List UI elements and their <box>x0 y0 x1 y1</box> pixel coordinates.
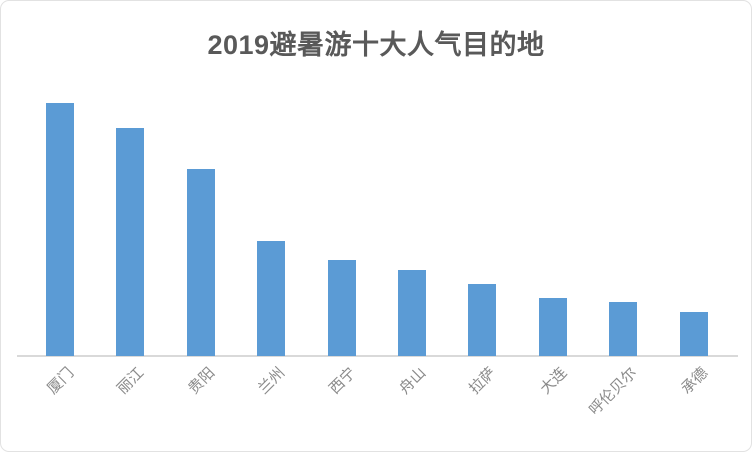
bar <box>186 169 215 356</box>
x-axis-label: 呼伦贝尔 <box>586 364 641 419</box>
x-axis-label: 大连 <box>536 364 571 398</box>
bar <box>679 312 708 356</box>
x-axis-label: 厦门 <box>44 364 78 398</box>
bar <box>398 270 426 356</box>
x-axis-label: 承德 <box>677 364 711 398</box>
bar <box>257 241 286 356</box>
chart-title: 2019避暑游十大人气目的地 <box>207 30 545 60</box>
x-axis-label: 拉萨 <box>466 364 500 398</box>
bar <box>538 298 567 356</box>
x-axis-label: 丽江 <box>114 364 148 398</box>
x-axis-label: 兰州 <box>255 364 289 398</box>
x-axis-line <box>17 355 738 357</box>
bar <box>46 103 74 356</box>
x-axis-label: 贵阳 <box>184 364 219 398</box>
x-axis-label: 西宁 <box>325 364 359 398</box>
bar <box>116 128 145 356</box>
x-axis-label: 舟山 <box>396 364 430 398</box>
bar <box>468 284 497 356</box>
bar <box>327 260 356 356</box>
bar <box>609 302 638 356</box>
